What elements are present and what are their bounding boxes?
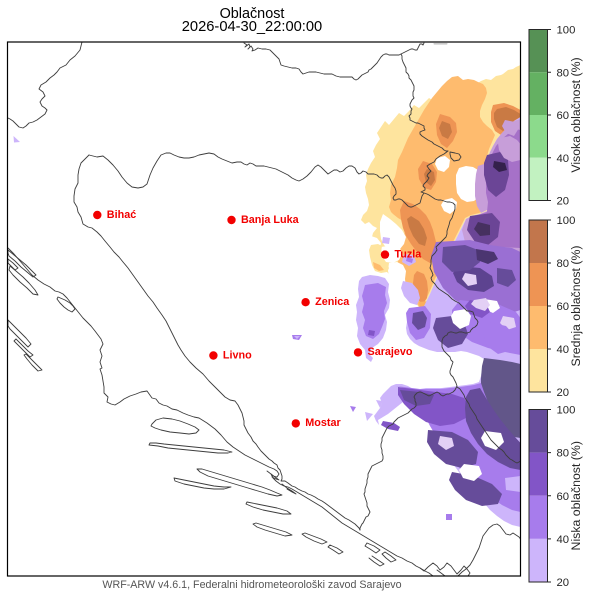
svg-text:100: 100 xyxy=(557,25,576,37)
svg-text:60: 60 xyxy=(557,491,570,503)
svg-text:WRF-ARW v4.6.1, Federalni hidr: WRF-ARW v4.6.1, Federalni hidrometeorolo… xyxy=(102,579,401,591)
svg-text:Visoka oblačnost (%): Visoka oblačnost (%) xyxy=(569,57,583,172)
svg-text:Mostar: Mostar xyxy=(305,417,341,429)
svg-text:Livno: Livno xyxy=(223,349,252,361)
svg-text:Zenica: Zenica xyxy=(315,296,350,308)
svg-text:Niska oblačnost (%): Niska oblačnost (%) xyxy=(569,441,583,550)
svg-text:60: 60 xyxy=(557,301,570,313)
svg-text:Bihać: Bihać xyxy=(107,209,136,221)
svg-text:80: 80 xyxy=(557,258,570,270)
svg-text:100: 100 xyxy=(557,405,576,417)
svg-text:2026-04-30_22:00:00: 2026-04-30_22:00:00 xyxy=(182,19,322,35)
svg-text:60: 60 xyxy=(557,110,570,122)
svg-text:100: 100 xyxy=(557,215,576,227)
svg-text:Srednja oblačnost (%): Srednja oblačnost (%) xyxy=(569,246,583,367)
svg-text:80: 80 xyxy=(557,448,570,460)
svg-text:Oblačnost: Oblačnost xyxy=(220,6,285,22)
svg-text:20: 20 xyxy=(557,577,570,589)
svg-text:40: 40 xyxy=(557,344,570,356)
svg-text:20: 20 xyxy=(557,387,570,399)
svg-text:Sarajevo: Sarajevo xyxy=(368,346,413,358)
svg-text:80: 80 xyxy=(557,67,570,79)
svg-text:20: 20 xyxy=(557,196,570,208)
svg-text:40: 40 xyxy=(557,153,570,165)
svg-text:Banja Luka: Banja Luka xyxy=(241,214,300,226)
svg-text:40: 40 xyxy=(557,534,570,546)
svg-text:Tuzla: Tuzla xyxy=(395,248,423,260)
